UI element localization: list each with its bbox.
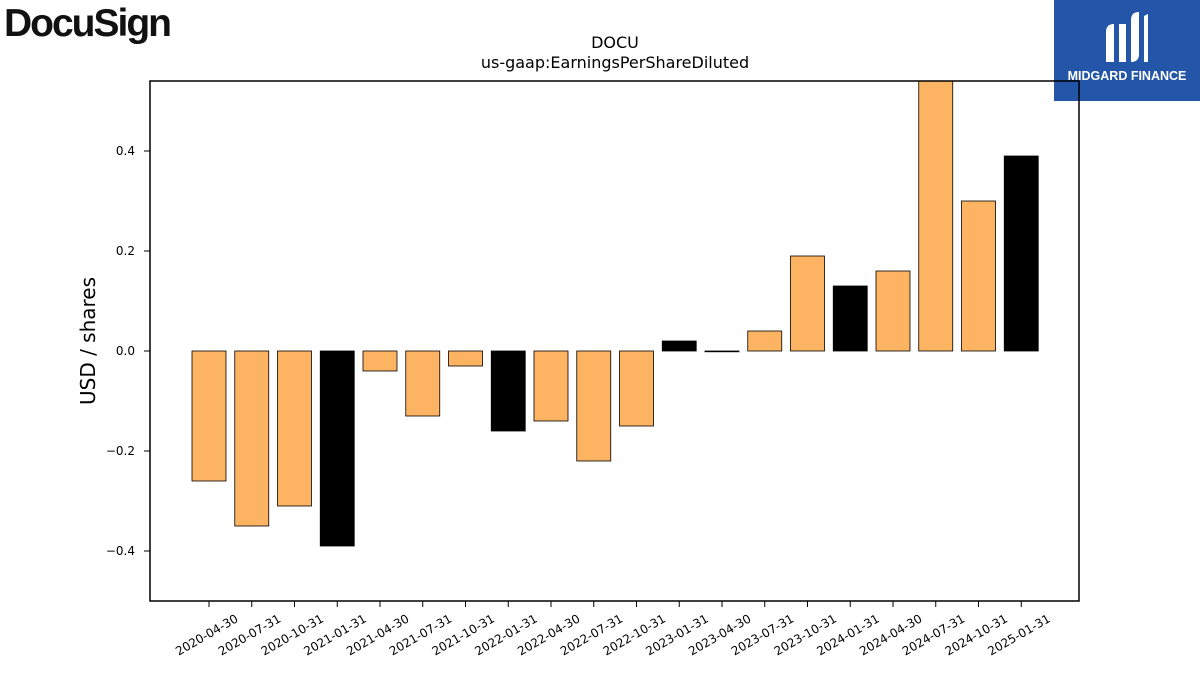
y-tick-label: −0.2 bbox=[106, 444, 135, 458]
plot-frame bbox=[149, 80, 1080, 602]
midgard-m-logo-icon bbox=[1106, 12, 1148, 62]
y-tick-label: 0.0 bbox=[116, 344, 135, 358]
bar-2020-04-30 bbox=[191, 350, 227, 482]
bar-2022-01-31 bbox=[490, 350, 526, 432]
bar-2023-07-31 bbox=[747, 330, 783, 352]
bar-2025-01-31 bbox=[1003, 155, 1039, 352]
bar-2023-01-31 bbox=[661, 340, 697, 352]
bar-2024-04-30 bbox=[875, 270, 911, 352]
bar-2022-07-31 bbox=[576, 350, 612, 462]
bar-2024-10-31 bbox=[961, 200, 996, 352]
y-axis: −0.4 −0.2 0.0 0.2 0.4 bbox=[106, 144, 150, 558]
y-tick-label: 0.4 bbox=[116, 144, 135, 158]
bars-group bbox=[191, 80, 1039, 547]
y-tick-label: −0.4 bbox=[106, 544, 135, 558]
bar-2021-01-31 bbox=[319, 350, 355, 547]
docusign-logo: DocuSign bbox=[4, 2, 172, 45]
chart-subtitle: us-gaap:EarningsPerShareDiluted bbox=[481, 53, 749, 72]
bar-2021-07-31 bbox=[405, 350, 441, 417]
bar-2024-07-31 bbox=[918, 80, 954, 352]
bar-2023-04-30 bbox=[704, 350, 740, 353]
bar-2023-10-31 bbox=[790, 255, 825, 352]
badge-text: MIDGARD FINANCE bbox=[1067, 69, 1187, 83]
bar-2020-07-31 bbox=[234, 350, 270, 527]
bar-2022-10-31 bbox=[619, 350, 654, 427]
bar-2022-04-30 bbox=[533, 350, 569, 422]
bar-2021-10-31 bbox=[448, 350, 483, 367]
y-axis-label: USD / shares bbox=[76, 277, 100, 405]
y-tick-label: 0.2 bbox=[116, 244, 135, 258]
midgard-finance-badge: MIDGARD FINANCE bbox=[1054, 0, 1200, 101]
bar-2021-04-30 bbox=[362, 350, 398, 372]
chart-title: DOCU bbox=[591, 33, 639, 52]
bar-2024-01-31 bbox=[832, 285, 868, 352]
x-axis: 2020-04-302020-07-312020-10-312021-01-31… bbox=[173, 601, 1053, 658]
bar-2020-10-31 bbox=[277, 350, 312, 507]
